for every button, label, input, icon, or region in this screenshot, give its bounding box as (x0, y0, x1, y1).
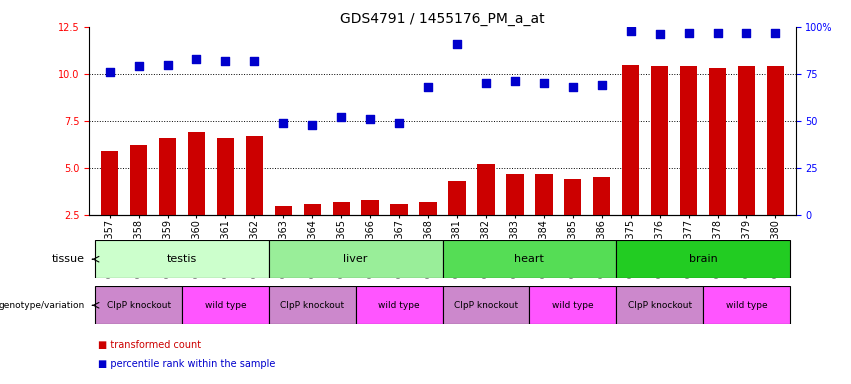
Bar (616, 286, 703, 324)
Point (363, 116, 377, 122)
Point (421, 84, 435, 90)
Bar (506, 174, 523, 215)
Point (595, 82, 608, 88)
Point (566, 84, 580, 90)
Bar (217, 138, 234, 215)
Bar (356, 286, 443, 324)
Bar (529, 286, 616, 324)
Bar (477, 164, 494, 215)
Bar (159, 138, 176, 215)
Point (479, 80, 493, 86)
Bar (564, 179, 581, 215)
Bar (593, 177, 610, 215)
Point (334, 114, 348, 120)
Text: brain: brain (688, 254, 717, 264)
Text: ClpP knockout: ClpP knockout (106, 301, 171, 310)
Bar (101, 151, 118, 215)
Bar (738, 66, 755, 215)
Point (248, 58, 261, 64)
Text: wild type: wild type (726, 301, 768, 310)
Point (450, 41, 464, 47)
Title: GDS4791 / 1455176_PM_a_at: GDS4791 / 1455176_PM_a_at (340, 12, 545, 26)
Bar (95, 240, 269, 278)
Bar (709, 68, 726, 215)
Bar (616, 240, 790, 278)
Point (624, 28, 637, 34)
Text: ■ transformed count: ■ transformed count (98, 339, 201, 349)
Bar (304, 204, 321, 215)
Bar (275, 206, 292, 215)
Bar (703, 286, 790, 324)
Bar (680, 66, 697, 215)
Bar (362, 200, 379, 215)
Bar (448, 181, 465, 215)
Bar (443, 240, 616, 278)
Text: ClpP knockout: ClpP knockout (280, 301, 345, 310)
Point (711, 30, 724, 36)
Bar (333, 202, 350, 215)
Text: tissue: tissue (52, 254, 85, 264)
Point (653, 31, 666, 38)
Bar (269, 286, 356, 324)
Point (682, 30, 695, 36)
Bar (767, 66, 784, 215)
Text: wild type: wild type (552, 301, 594, 310)
Text: ClpP knockout: ClpP knockout (454, 301, 518, 310)
Text: genotype/variation: genotype/variation (0, 301, 85, 310)
Bar (535, 174, 552, 215)
Bar (391, 204, 408, 215)
Point (537, 80, 551, 86)
Bar (246, 136, 263, 215)
Bar (269, 240, 443, 278)
Bar (188, 132, 205, 215)
Text: ■ percentile rank within the sample: ■ percentile rank within the sample (98, 359, 275, 369)
Point (740, 30, 753, 36)
Point (508, 78, 522, 84)
Point (103, 69, 117, 75)
Text: wild type: wild type (204, 301, 246, 310)
Bar (182, 286, 269, 324)
Text: ClpP knockout: ClpP knockout (627, 301, 692, 310)
Bar (443, 286, 529, 324)
Text: liver: liver (344, 254, 368, 264)
Point (768, 30, 782, 36)
Point (190, 56, 203, 62)
Text: testis: testis (167, 254, 197, 264)
Point (132, 63, 146, 70)
Text: wild type: wild type (379, 301, 420, 310)
Point (161, 61, 174, 68)
Point (392, 120, 406, 126)
Bar (420, 202, 437, 215)
Bar (130, 146, 147, 215)
Point (306, 122, 319, 128)
Point (219, 58, 232, 64)
Bar (622, 65, 639, 215)
Point (277, 120, 290, 126)
Text: heart: heart (514, 254, 545, 264)
Bar (95, 286, 182, 324)
Bar (651, 66, 668, 215)
